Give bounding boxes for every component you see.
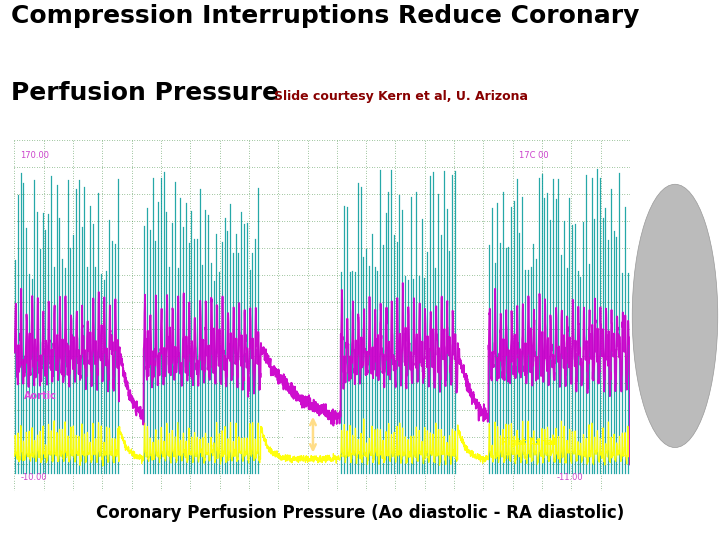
Text: -11.00: -11.00	[556, 474, 582, 482]
Text: 17C 00: 17C 00	[519, 151, 549, 160]
Text: 170.00: 170.00	[21, 151, 50, 160]
Text: ECC: ECC	[603, 171, 618, 180]
Text: Coronary Perfusion Pressure (Ao diastolic - RA diastolic): Coronary Perfusion Pressure (Ao diastoli…	[96, 504, 624, 522]
Text: -10.00: -10.00	[21, 474, 48, 482]
Text: Perfusion Pressure: Perfusion Pressure	[11, 80, 279, 105]
Text: NES: NES	[603, 151, 618, 160]
Text: Aortic: Aortic	[24, 391, 56, 401]
Text: Slide courtesy Kern et al, U. Arizona: Slide courtesy Kern et al, U. Arizona	[274, 90, 528, 103]
Text: Compression Interruptions Reduce Coronary: Compression Interruptions Reduce Coronar…	[11, 3, 639, 28]
Text: Right Atrial: Right Atrial	[500, 438, 556, 447]
Ellipse shape	[632, 184, 718, 448]
